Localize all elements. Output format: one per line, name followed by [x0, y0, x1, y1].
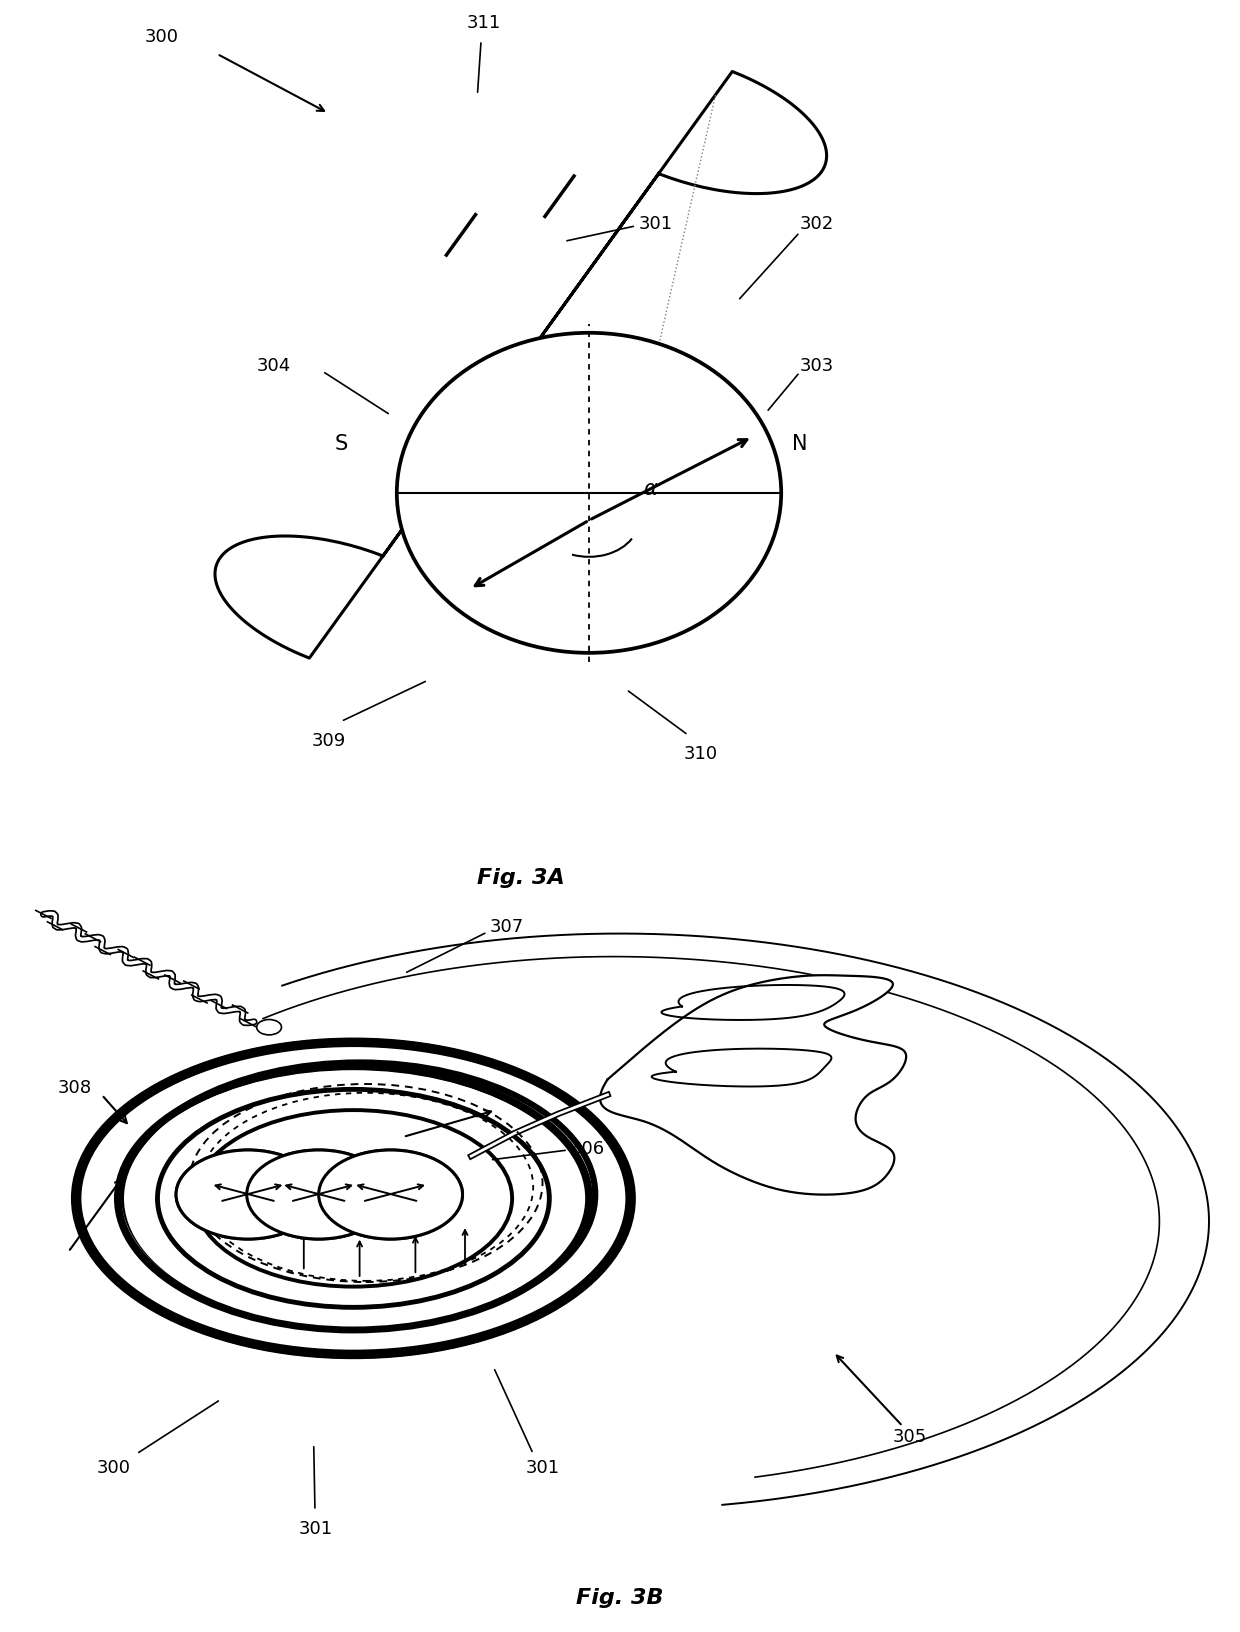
Text: 305: 305 [893, 1428, 928, 1446]
Polygon shape [215, 72, 827, 659]
Text: 310: 310 [683, 744, 718, 764]
Text: 302: 302 [800, 215, 835, 233]
Text: S: S [335, 432, 347, 454]
Text: 301: 301 [526, 1457, 560, 1475]
Circle shape [176, 1151, 320, 1239]
Text: 309: 309 [311, 731, 346, 749]
Circle shape [247, 1151, 391, 1239]
Text: 303: 303 [800, 356, 835, 375]
Circle shape [176, 1151, 320, 1239]
Text: 300: 300 [144, 28, 179, 46]
Text: $\alpha$: $\alpha$ [644, 478, 658, 499]
Polygon shape [600, 976, 906, 1195]
Text: 306: 306 [570, 1139, 605, 1157]
Text: Fig. 3B: Fig. 3B [577, 1588, 663, 1608]
Text: 307: 307 [490, 917, 525, 935]
Text: 308: 308 [57, 1079, 92, 1097]
Ellipse shape [397, 333, 781, 653]
Circle shape [257, 1020, 281, 1035]
Text: 304: 304 [257, 356, 291, 375]
Text: 301: 301 [639, 215, 673, 233]
Text: Fig. 3A: Fig. 3A [477, 867, 564, 888]
Circle shape [319, 1151, 463, 1239]
Text: 300: 300 [97, 1457, 131, 1475]
Circle shape [319, 1151, 463, 1239]
Text: 311: 311 [466, 13, 501, 33]
Text: 301: 301 [299, 1519, 334, 1537]
Text: N: N [792, 432, 807, 454]
Ellipse shape [124, 1071, 583, 1327]
Circle shape [247, 1151, 391, 1239]
